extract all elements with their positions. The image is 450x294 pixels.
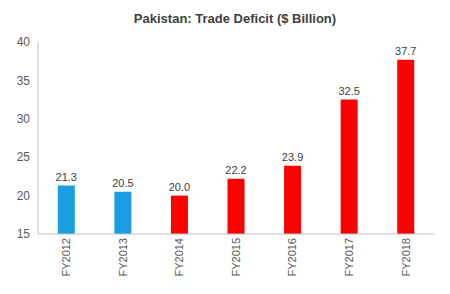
svg-text:20: 20 (17, 189, 31, 203)
svg-text:FY2014: FY2014 (173, 238, 185, 277)
svg-text:15: 15 (17, 227, 31, 241)
svg-text:23.9: 23.9 (282, 151, 303, 163)
svg-text:FY2016: FY2016 (286, 238, 298, 277)
svg-text:37.7: 37.7 (395, 45, 416, 57)
svg-text:30: 30 (17, 112, 31, 126)
svg-text:25: 25 (17, 150, 31, 164)
svg-text:21.3: 21.3 (56, 171, 77, 183)
svg-text:40: 40 (17, 35, 31, 49)
svg-text:35: 35 (17, 74, 31, 88)
svg-text:FY2012: FY2012 (60, 238, 72, 277)
svg-text:FY2018: FY2018 (400, 238, 412, 277)
svg-text:20.0: 20.0 (169, 181, 190, 193)
svg-text:22.2: 22.2 (225, 164, 246, 176)
svg-text:FY2015: FY2015 (230, 238, 242, 277)
svg-text:FY2017: FY2017 (343, 238, 355, 277)
html-text:Pakistan: Trade Deficit ($ Bil: Pakistan: Trade Deficit ($ Billion) (133, 11, 337, 26)
svg-text:20.5: 20.5 (112, 177, 133, 189)
svg-text:32.5: 32.5 (338, 85, 359, 97)
svg-text:FY2013: FY2013 (117, 238, 129, 277)
